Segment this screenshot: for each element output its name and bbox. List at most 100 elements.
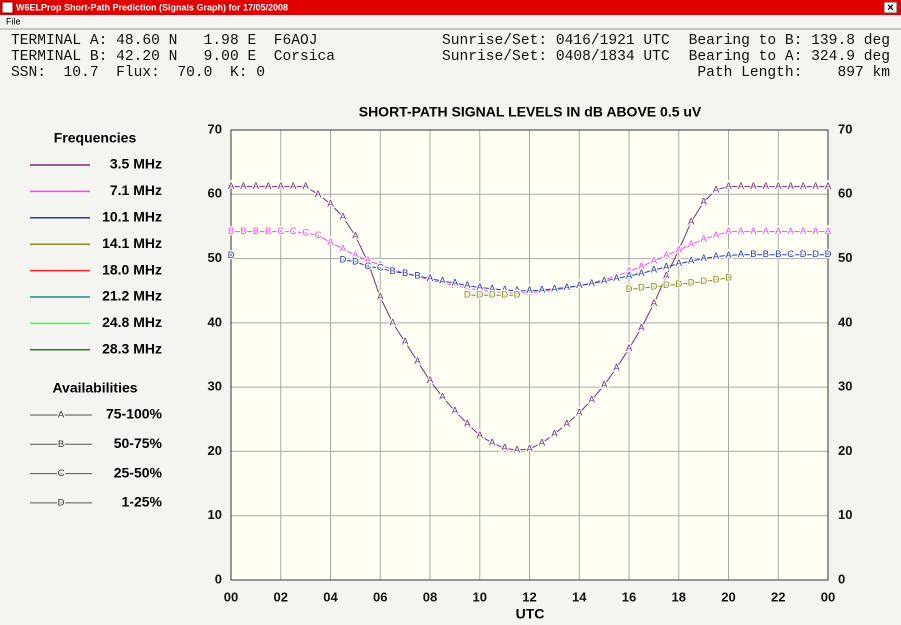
availability-marker: A bbox=[788, 181, 795, 192]
availability-marker: A bbox=[390, 317, 397, 328]
availability-marker: A bbox=[501, 287, 508, 298]
series-line bbox=[231, 186, 828, 451]
legend-label: 14.1 MHz bbox=[102, 235, 162, 251]
availability-marker: D bbox=[626, 284, 633, 295]
availability-marker: A bbox=[477, 430, 484, 441]
availability-marker: A bbox=[228, 181, 235, 192]
info-line: Bearing to A: 324.9 deg bbox=[689, 49, 890, 65]
x-tick-label: 08 bbox=[423, 589, 437, 604]
y-tick-label: 60 bbox=[208, 186, 222, 201]
availability-marker: A bbox=[477, 282, 484, 293]
info-line: TERMINAL A: 48.60 N 1.98 E F6AOJ bbox=[11, 33, 318, 49]
availability-marker: D bbox=[340, 254, 347, 265]
y-tick-label: 0 bbox=[215, 571, 222, 586]
availability-marker: D bbox=[650, 281, 657, 292]
y-tick-label: 20 bbox=[208, 443, 222, 458]
availability-marker: A bbox=[427, 273, 434, 284]
close-glyph[interactable]: × bbox=[887, 2, 893, 14]
info-line: TERMINAL B: 42.20 N 9.00 E Corsica bbox=[11, 49, 335, 65]
availability-marker: A bbox=[290, 181, 297, 192]
availability-marker: A bbox=[539, 438, 546, 449]
availability-marker: A bbox=[589, 395, 596, 406]
info-line: Bearing to B: 139.8 deg bbox=[689, 33, 890, 49]
availability-marker: A bbox=[477, 285, 484, 296]
availability-label: 50-75% bbox=[114, 435, 163, 451]
availability-marker: B bbox=[240, 226, 246, 237]
availability-marker: D bbox=[825, 249, 832, 260]
x-tick-label: 10 bbox=[473, 589, 487, 604]
y2-tick-label: 10 bbox=[838, 507, 852, 522]
menu-file[interactable]: File bbox=[6, 16, 21, 26]
availability-marker: C bbox=[315, 230, 322, 241]
availability-marker: C bbox=[364, 261, 371, 272]
legend-label: 24.8 MHz bbox=[102, 314, 162, 330]
x-axis-label: UTC bbox=[516, 606, 545, 622]
info-line: Sunrise/Set: 0408/1834 UTC bbox=[442, 49, 670, 65]
availability-marker: A bbox=[663, 261, 670, 272]
availability-marker: A bbox=[377, 260, 384, 271]
availability-marker: A bbox=[613, 270, 620, 281]
availability-marker: A bbox=[800, 226, 807, 237]
title-bar bbox=[0, 0, 901, 15]
availability-marker: A bbox=[601, 274, 608, 285]
availability-marker: A bbox=[601, 380, 608, 391]
availability-marker: A bbox=[551, 285, 558, 296]
availability-marker: A bbox=[775, 226, 782, 237]
availability-marker: A bbox=[551, 283, 558, 294]
availability-marker: A bbox=[589, 278, 596, 289]
availability-marker: C bbox=[302, 227, 309, 238]
availability-marker: A bbox=[514, 285, 521, 296]
availability-marker: C bbox=[787, 249, 794, 260]
series-line bbox=[342, 254, 828, 292]
availability-marker: A bbox=[439, 391, 446, 402]
availability-marker: A bbox=[676, 245, 683, 256]
availability-marker: A bbox=[452, 280, 459, 291]
availability-marker: A bbox=[700, 253, 707, 264]
availability-marker: A bbox=[58, 410, 65, 421]
availability-marker: D bbox=[812, 249, 819, 260]
availability-marker: A bbox=[825, 181, 832, 192]
availability-marker: A bbox=[489, 283, 496, 294]
availability-marker: A bbox=[564, 283, 571, 294]
availability-marker: A bbox=[638, 323, 645, 334]
availability-marker: A bbox=[713, 184, 720, 195]
availability-marker: C bbox=[277, 226, 284, 237]
availability-marker: A bbox=[253, 181, 260, 192]
x-tick-label: 12 bbox=[522, 589, 536, 604]
availability-marker: A bbox=[788, 226, 795, 237]
y2-tick-label: 30 bbox=[838, 379, 852, 394]
availability-marker: B bbox=[228, 226, 234, 237]
availability-marker: A bbox=[763, 226, 770, 237]
availability-marker: A bbox=[365, 255, 372, 266]
availability-marker: A bbox=[626, 266, 633, 277]
availability-marker: A bbox=[539, 286, 546, 297]
availability-marker: A bbox=[464, 418, 471, 429]
availability-marker: B bbox=[402, 268, 408, 279]
availability-marker: D bbox=[501, 290, 508, 301]
availability-label: 25-50% bbox=[114, 464, 163, 480]
availability-marker: B bbox=[390, 266, 396, 277]
close-button[interactable] bbox=[883, 1, 898, 14]
availability-marker: A bbox=[700, 197, 707, 208]
info-line: Path Length: 897 km bbox=[697, 65, 890, 81]
x-tick-label: 06 bbox=[373, 589, 387, 604]
availability-marker: A bbox=[439, 276, 446, 287]
availability-marker: A bbox=[825, 226, 832, 237]
y2-tick-label: 20 bbox=[838, 443, 852, 458]
availability-marker: D bbox=[476, 290, 483, 301]
availability-marker: A bbox=[377, 292, 384, 303]
availability-marker: D bbox=[228, 250, 235, 261]
availability-marker: A bbox=[688, 256, 695, 267]
availability-marker: A bbox=[240, 181, 247, 192]
availability-marker: A bbox=[738, 181, 745, 192]
availability-marker: B bbox=[265, 226, 271, 237]
plot-frame bbox=[230, 129, 829, 581]
availability-marker: A bbox=[501, 443, 508, 454]
series-line bbox=[231, 231, 828, 294]
availability-marker: A bbox=[514, 445, 521, 456]
availability-marker: A bbox=[775, 181, 782, 192]
availability-marker: A bbox=[564, 282, 571, 293]
x-tick-label: 00 bbox=[821, 589, 835, 604]
frequencies-title: Frequencies bbox=[54, 130, 137, 146]
